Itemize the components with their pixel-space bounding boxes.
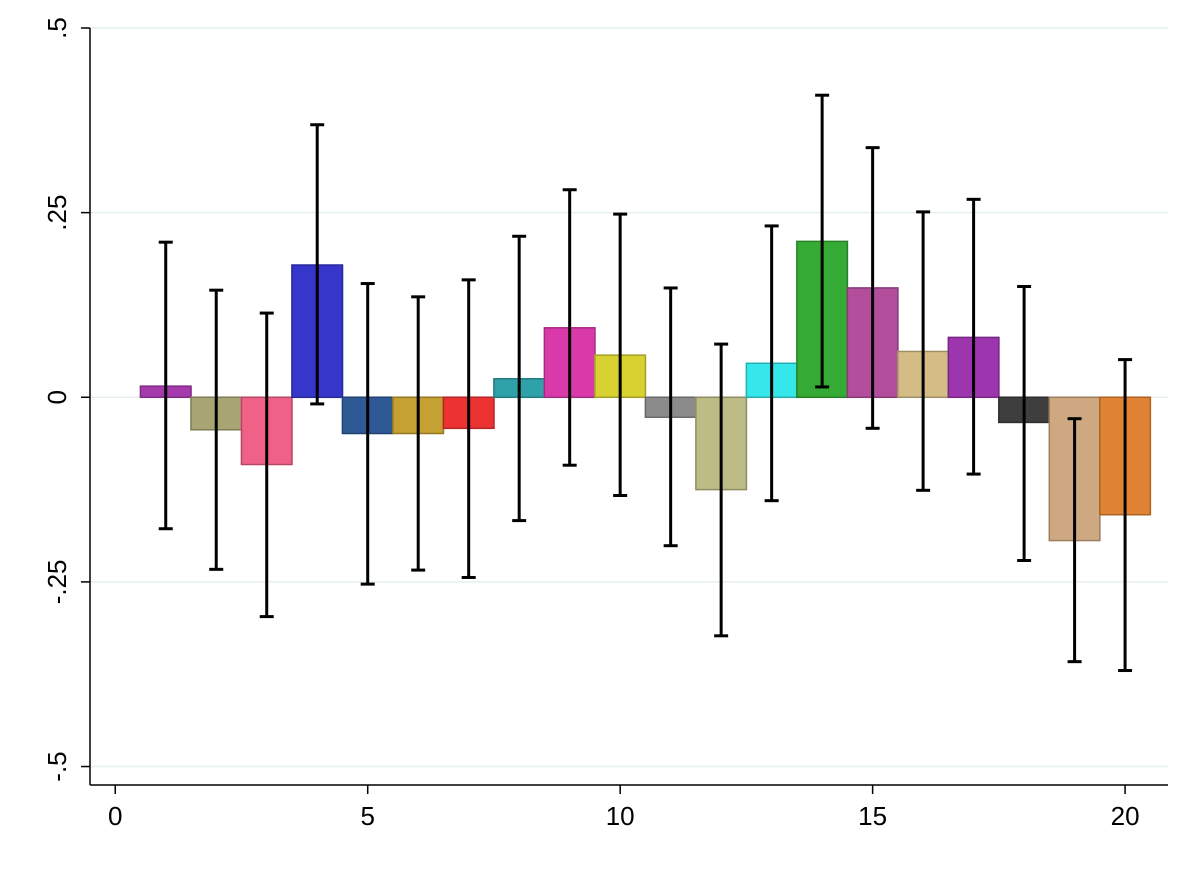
x-tick-label: 20 (1111, 801, 1140, 831)
y-tick-label: .5 (42, 17, 72, 39)
y-tick-label: -.25 (42, 559, 72, 604)
y-tick-label: -.5 (42, 751, 72, 781)
ticks: .5 .25 0 -.25 -.5 0 5 10 15 20 (42, 17, 1140, 831)
y-tick-label: .25 (42, 195, 72, 231)
x-tick-label: 0 (108, 801, 122, 831)
x-tick-label: 5 (360, 801, 374, 831)
y-tick-label: 0 (42, 390, 72, 404)
bars (139, 240, 1152, 542)
x-tick-label: 15 (858, 801, 887, 831)
x-tick-label: 10 (606, 801, 635, 831)
axes (89, 28, 1168, 786)
error-bars (158, 93, 1133, 673)
